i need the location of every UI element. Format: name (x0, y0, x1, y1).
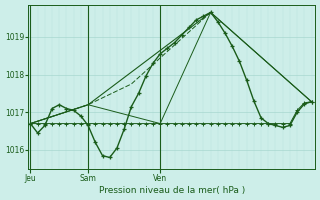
X-axis label: Pression niveau de la mer( hPa ): Pression niveau de la mer( hPa ) (99, 186, 245, 195)
